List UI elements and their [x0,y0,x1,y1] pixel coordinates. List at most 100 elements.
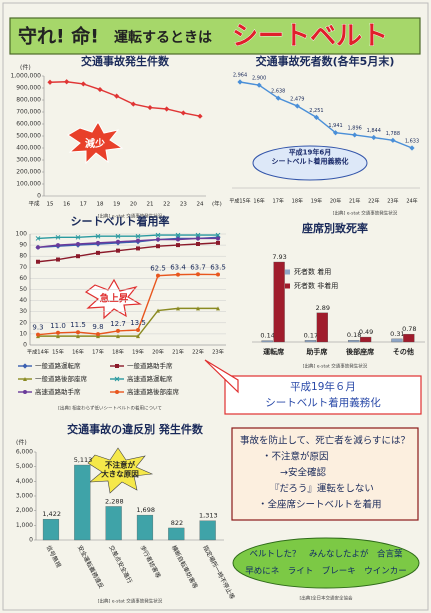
data-label: 63.5 [210,264,226,272]
marker [64,79,70,85]
x-tick-label: 助手席 [306,347,327,356]
legend-label: 一般道路助手席 [127,361,173,370]
marker [56,243,60,248]
chart: 座席別致死率 [出典] e-stat 交通事故発生状況 運転席 助手席 後部座席 その他 0… [252,221,425,370]
marker [352,132,358,138]
data-label: 12.7 [110,320,126,328]
series-line [37,234,218,240]
y-tick-label: 6,000 [16,449,33,456]
x-tick-label: 21 [147,202,154,208]
data-label: 2,900 [252,76,266,82]
annotation: 不注意が [105,459,135,469]
header: 守れ! 命! 運転するときは シートベルト [9,17,421,55]
marker [156,244,160,249]
marker [36,259,40,264]
marker [216,272,220,277]
bar [199,520,216,541]
y-tick-label: 800,000 [16,97,41,104]
data-label: 822 [171,519,183,527]
marker [80,81,86,87]
marker [216,240,220,245]
chart: シートベルト着用率 [出典] 相変わらず低いシートベルトの着用について 急上昇 0 10… [16,214,226,412]
x-tick-label: 後部座席 [345,347,374,356]
x-tick-label: 20年 [152,348,164,356]
legend-label: 一般道路後部座席 [35,374,88,383]
marker [75,234,81,240]
series-line [37,237,218,249]
data-label: 2,638 [271,89,285,95]
y-tick-label: 0 [29,537,33,544]
marker [76,334,80,339]
y-tick-label: 600,000 [16,121,41,128]
legend-swatch [285,283,290,289]
x-tick-label: 16 [63,202,70,208]
marker [176,306,180,311]
marker [332,130,339,136]
x-tick-label: 24年 [406,198,417,205]
x-tick-label: 23年 [212,348,224,356]
marker [136,246,140,251]
marker [135,233,141,239]
bar [403,333,415,343]
bar [105,506,122,541]
series-line [37,273,219,336]
notice-text: シートベルト着用義務化 [265,396,381,409]
marker [196,272,200,277]
marker [156,308,160,313]
marker [56,334,60,339]
bar [42,518,60,541]
callout [252,145,368,181]
y-tick-label: 100 [16,231,28,238]
data-label: 0.18 [347,331,361,339]
annotation: 大きな原因 [101,469,139,479]
data-label: 2,964 [233,73,247,79]
data-label: 63.4 [170,264,186,272]
x-tick-label: 19 [113,202,120,208]
data-label: 62.5 [150,265,166,273]
chart-title: 交通事故発生件数 [81,54,170,68]
marker [56,330,60,335]
burst [67,120,124,165]
marker [115,233,121,239]
bar [391,338,403,343]
marker [294,103,300,109]
chart: 交通事故死者数(各年5月末) [出典] e-stat 交通事故発生状況 平成19年6… [229,54,420,217]
legend-marker [114,376,120,382]
series-line [37,242,219,263]
source: [出典] 相変わらず低いシートベルトの着用について [58,405,162,412]
y-tick-label: 50 [19,286,27,293]
marker [36,332,40,337]
data-label: 2,251 [309,108,323,114]
source: [出典]全日本交通安全協会 [299,595,353,602]
x-tick-label: 運転席 [263,347,284,356]
x-tick-label: 平成14年 [27,348,49,356]
data-label: 1,633 [405,139,419,145]
series-line [239,81,413,149]
marker [156,273,160,278]
annotation: シートベルト着用義務化 [272,156,349,165]
series-line [49,81,201,117]
x-tick-label: 15年 [52,348,64,356]
y-tick-label: 60 [19,275,27,282]
x-tick-label: 21年 [349,198,360,205]
header-title: 守れ! 命! [18,25,99,48]
marker [56,257,60,262]
marker [136,328,140,333]
x-tick-label: 17年 [92,348,104,356]
marker [47,79,53,85]
x-tick-label: 23 [180,202,187,208]
x-tick-label: 20 [130,202,137,208]
legend-label: 一般道路運転席 [35,361,81,370]
data-label: 7.93 [272,253,286,261]
marker [197,113,203,119]
marker [130,101,136,107]
y-tick-label: 900,000 [16,85,41,92]
marker [256,82,262,88]
x-tick-label: 平成15年 [229,198,250,205]
slogan: ベルトした？ みんなしたよが 合言葉 早めにネ ライト ブレーキ ウインカー [… [232,537,420,602]
y-tick-label: 200,000 [16,169,41,176]
chart-title: シートベルト着用率 [71,214,170,228]
prevention-item: ・全座席シートベルトを着用 [258,499,382,511]
